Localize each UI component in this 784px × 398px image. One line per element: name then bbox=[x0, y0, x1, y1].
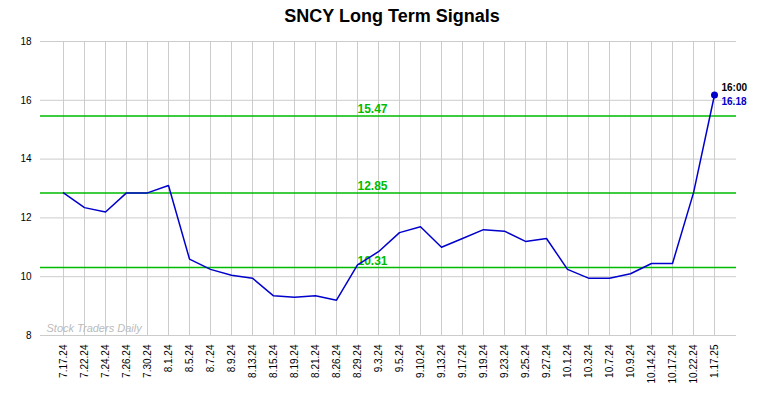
svg-text:18: 18 bbox=[20, 36, 32, 47]
svg-text:9.3.24: 9.3.24 bbox=[373, 344, 384, 372]
svg-text:9.25.24: 9.25.24 bbox=[520, 344, 531, 378]
svg-text:9.23.24: 9.23.24 bbox=[499, 344, 510, 378]
svg-text:8.26.24: 8.26.24 bbox=[331, 344, 342, 378]
svg-text:16: 16 bbox=[20, 95, 32, 106]
svg-text:8.7.24: 8.7.24 bbox=[205, 344, 216, 372]
svg-text:16:00: 16:00 bbox=[722, 82, 748, 93]
html-text:SNCY Long Term Signals: SNCY Long Term Signals bbox=[284, 6, 500, 26]
svg-text:10.14.24: 10.14.24 bbox=[646, 344, 657, 383]
svg-text:9.5.24: 9.5.24 bbox=[394, 344, 405, 372]
svg-text:12: 12 bbox=[20, 212, 32, 223]
svg-text:10.1.24: 10.1.24 bbox=[562, 344, 573, 378]
svg-text:10.31: 10.31 bbox=[357, 253, 388, 268]
svg-text:10: 10 bbox=[20, 271, 32, 282]
svg-text:8.9.24: 8.9.24 bbox=[226, 344, 237, 372]
svg-text:8.21.24: 8.21.24 bbox=[310, 344, 321, 378]
svg-text:7.30.24: 7.30.24 bbox=[142, 344, 153, 378]
svg-text:10.7.24: 10.7.24 bbox=[604, 344, 615, 378]
svg-text:14: 14 bbox=[20, 153, 32, 164]
svg-text:8.29.24: 8.29.24 bbox=[352, 344, 363, 378]
svg-text:8: 8 bbox=[26, 330, 32, 341]
svg-text:10.22.24: 10.22.24 bbox=[688, 344, 699, 383]
svg-text:8.19.24: 8.19.24 bbox=[289, 344, 300, 378]
svg-text:9.27.24: 9.27.24 bbox=[541, 344, 552, 378]
svg-text:10.3.24: 10.3.24 bbox=[583, 344, 594, 378]
svg-text:8.15.24: 8.15.24 bbox=[268, 344, 279, 378]
svg-text:1.17.25: 1.17.25 bbox=[709, 344, 720, 378]
svg-text:9.17.24: 9.17.24 bbox=[457, 344, 468, 378]
svg-text:12.85: 12.85 bbox=[358, 179, 388, 193]
svg-text:9.10.24: 9.10.24 bbox=[415, 344, 426, 378]
svg-text:Stock Traders Daily: Stock Traders Daily bbox=[47, 322, 144, 334]
svg-text:9.13.24: 9.13.24 bbox=[436, 344, 447, 378]
svg-text:7.22.24: 7.22.24 bbox=[79, 344, 90, 378]
svg-text:8.5.24: 8.5.24 bbox=[184, 344, 195, 372]
svg-text:16.18: 16.18 bbox=[722, 96, 747, 107]
svg-text:10.9.24: 10.9.24 bbox=[625, 344, 636, 378]
svg-text:10.17.24: 10.17.24 bbox=[667, 344, 678, 383]
svg-text:8.1.24: 8.1.24 bbox=[163, 344, 174, 372]
svg-text:9.19.24: 9.19.24 bbox=[478, 344, 489, 378]
svg-text:7.17.24: 7.17.24 bbox=[58, 344, 69, 378]
svg-text:8.13.24: 8.13.24 bbox=[247, 344, 258, 378]
svg-text:7.26.24: 7.26.24 bbox=[121, 344, 132, 378]
svg-text:15.47: 15.47 bbox=[358, 102, 388, 116]
svg-text:7.24.24: 7.24.24 bbox=[100, 344, 111, 378]
